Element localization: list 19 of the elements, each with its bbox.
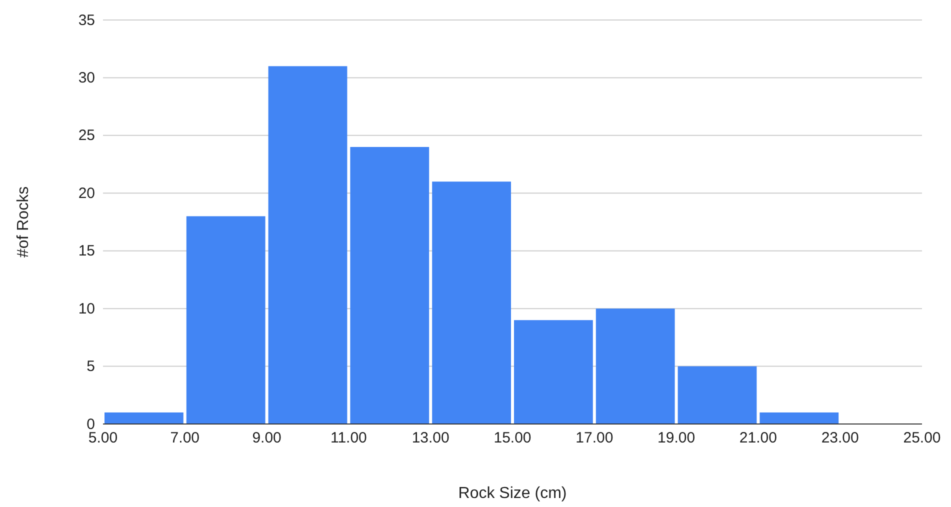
x-tick-label: 25.00 — [903, 430, 941, 447]
x-tick-label: 15.00 — [494, 430, 532, 447]
y-tick-label: 20 — [78, 184, 95, 202]
x-tick-label: 21.00 — [739, 430, 777, 447]
y-axis-title: #of Rocks — [15, 186, 32, 258]
x-tick-label: 9.00 — [252, 430, 282, 447]
y-tick-label: 25 — [78, 127, 95, 144]
x-tick-label: 11.00 — [330, 430, 367, 447]
y-tick-label: 5 — [86, 358, 95, 376]
x-tick-label: 7.00 — [170, 430, 200, 447]
x-axis-title: Rock Size (cm) — [458, 485, 567, 502]
x-tick-label: 17.00 — [576, 430, 614, 447]
x-tick-label: 19.00 — [658, 430, 696, 447]
x-tick-label: 23.00 — [821, 430, 859, 447]
y-tick-label: 10 — [78, 300, 95, 318]
y-tick-label: 35 — [78, 12, 95, 29]
y-tick-label: 30 — [78, 70, 95, 87]
x-tick-label: 13.00 — [412, 430, 450, 447]
y-tick-label: 15 — [78, 242, 95, 260]
